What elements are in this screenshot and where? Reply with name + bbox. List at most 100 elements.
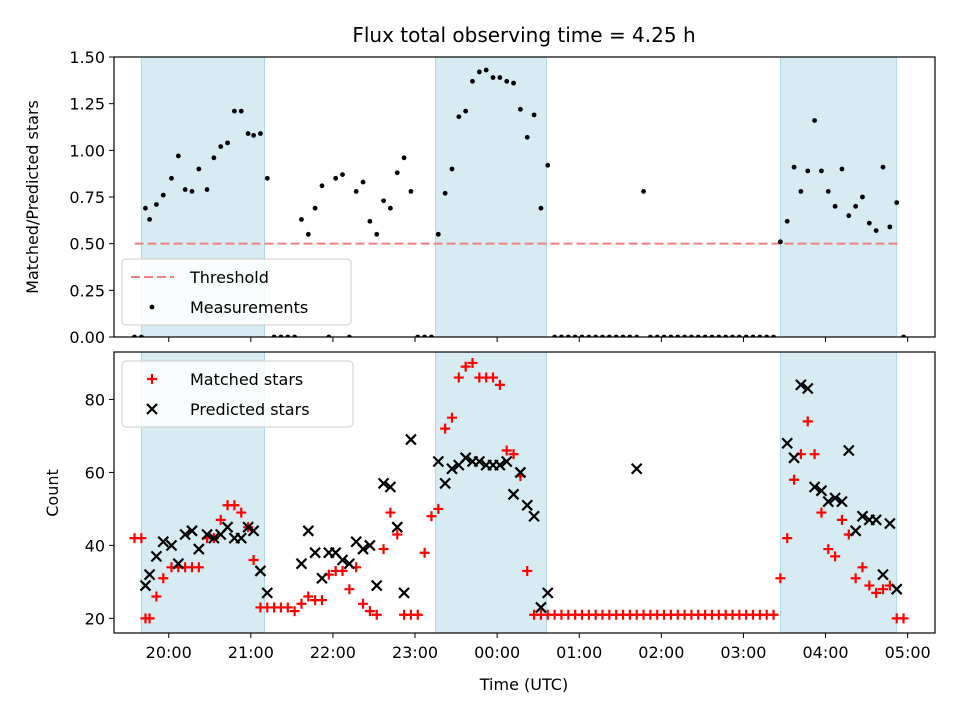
- bottom-predicted-stars-point: [370, 579, 383, 592]
- bottom-predicted-stars-point: [507, 488, 520, 501]
- bottom-matched-stars-point: [460, 361, 471, 372]
- top-observing-window: [779, 57, 898, 337]
- top-measurements-point: [456, 114, 462, 120]
- legend-measurements-label: Measurements: [190, 298, 308, 317]
- top-measurements-point: [894, 200, 900, 206]
- bottom-matched-stars-point: [809, 449, 820, 460]
- top-y-axis-label: Matched/Predicted stars: [23, 100, 42, 294]
- bottom-panel: 20 40 60 80 20:00 21:00 22:00 23:00 00:00 01:00 02…: [85, 351, 936, 662]
- bottom-predicted-stars-point: [795, 379, 807, 391]
- bottom-matched-stars-point: [303, 591, 314, 602]
- top-measurements-point: [777, 239, 783, 245]
- bottom-predicted-stars-point: [446, 463, 458, 475]
- top-measurements-point: [305, 231, 311, 237]
- bottom-predicted-stars-point: [856, 510, 869, 522]
- bottom-predicted-stars-point: [521, 499, 534, 512]
- top-measurements-point: [147, 217, 152, 222]
- bottom-predicted-stars-point: [247, 525, 260, 537]
- bottom-matched-stars-point: [378, 544, 389, 555]
- bottom-matched-stars-point: [193, 562, 204, 573]
- bottom-predicted-stars-point: [316, 572, 328, 585]
- bottom-predicted-stars-point: [179, 528, 191, 541]
- bottom-matched-stars-point: [850, 573, 861, 584]
- bottom-predicted-stars-point: [384, 481, 397, 493]
- top-measurements-point: [238, 108, 244, 114]
- bottom-predicted-stars-point: [261, 587, 274, 599]
- bottom-predicted-stars-point: [343, 557, 356, 570]
- x-axis-label: Time (UTC): [479, 675, 568, 694]
- top-measurements-point: [497, 75, 503, 80]
- bottom-predicted-stars-point: [870, 514, 882, 526]
- top-y-tick-label: 0.00: [69, 328, 105, 347]
- top-measurements-point: [887, 224, 893, 230]
- top-measurements-point: [333, 175, 339, 181]
- bottom-predicted-stars-point: [377, 477, 390, 490]
- bottom-y-tick-label: 80: [85, 390, 105, 409]
- x-tick-label: 05:00: [885, 643, 931, 662]
- top-legend: Threshold Measurements: [121, 258, 352, 326]
- bottom-predicted-stars-point: [398, 587, 410, 599]
- top-measurements-point: [175, 153, 181, 159]
- bottom-matched-stars-point: [857, 562, 868, 573]
- top-measurements-point: [360, 179, 366, 185]
- bottom-matched-stars-point: [371, 609, 382, 620]
- top-measurements-point: [401, 155, 407, 161]
- top-y-tick-label: 0.75: [69, 188, 105, 207]
- x-tick-label: 04:00: [802, 643, 848, 662]
- top-measurements-point: [531, 112, 537, 118]
- bottom-predicted-stars-point: [242, 521, 254, 533]
- top-measurements-point: [264, 175, 270, 181]
- bottom-predicted-stars-point: [528, 510, 540, 522]
- bottom-predicted-stars-point: [781, 437, 793, 450]
- bottom-matched-stars-point: [878, 584, 889, 595]
- bottom-matched-stars-point: [358, 598, 369, 609]
- bottom-matched-stars-point: [392, 529, 403, 540]
- top-measurements-point: [381, 198, 386, 204]
- bottom-predicted-stars-point: [494, 459, 506, 471]
- bottom-matched-stars-point: [467, 357, 478, 368]
- bottom-predicted-stars-point: [788, 452, 800, 464]
- top-measurements-point: [143, 205, 148, 211]
- top-measurements-point: [517, 106, 523, 112]
- bottom-predicted-stars-point: [165, 539, 178, 552]
- bottom-matched-stars-point: [215, 514, 226, 525]
- top-measurements-point: [340, 172, 345, 178]
- bottom-matched-stars-point: [789, 474, 800, 485]
- top-measurements-point: [218, 144, 224, 150]
- top-measurements-point: [449, 166, 455, 172]
- bottom-predicted-stars-point: [336, 554, 349, 566]
- top-measurements-point: [353, 189, 359, 194]
- legend-threshold-label: Threshold: [189, 268, 269, 287]
- top-measurements-point: [784, 218, 790, 224]
- x-tick-label: 21:00: [228, 643, 274, 662]
- top-y-tick-label: 0.50: [69, 235, 105, 254]
- bottom-matched-stars-point: [453, 372, 464, 383]
- bottom-predicted-stars-point: [254, 565, 267, 577]
- bottom-predicted-stars-point: [815, 484, 828, 497]
- bottom-matched-stars-point: [419, 547, 430, 558]
- bottom-matched-stars-point: [316, 595, 327, 606]
- bottom-matched-stars-point: [385, 507, 396, 518]
- top-measurements-point: [476, 69, 482, 75]
- bottom-matched-stars-point: [508, 449, 519, 460]
- top-measurements-point: [160, 192, 166, 198]
- top-measurements-point: [511, 80, 516, 86]
- top-measurements-point: [388, 205, 393, 211]
- top-measurements-point: [538, 205, 544, 211]
- bottom-predicted-stars-point: [836, 495, 848, 508]
- bottom-matched-stars-point: [248, 555, 259, 566]
- top-observing-window: [435, 57, 547, 337]
- bottom-matched-stars-point: [426, 511, 437, 522]
- bottom-matched-stars-point: [289, 606, 300, 617]
- bottom-predicted-stars-point: [884, 517, 896, 530]
- top-measurements-point: [524, 134, 530, 140]
- top-measurements-point: [196, 166, 202, 172]
- top-measurements-point: [832, 203, 838, 209]
- bottom-predicted-stars-point: [309, 546, 321, 559]
- bottom-matched-stars-point: [494, 379, 505, 390]
- top-measurements-point: [853, 203, 859, 209]
- bottom-predicted-stars-point: [541, 587, 554, 599]
- top-y-tick-label: 1.50: [69, 48, 105, 67]
- bottom-predicted-stars-point: [357, 543, 369, 555]
- bottom-y-tick-label: 20: [85, 609, 105, 628]
